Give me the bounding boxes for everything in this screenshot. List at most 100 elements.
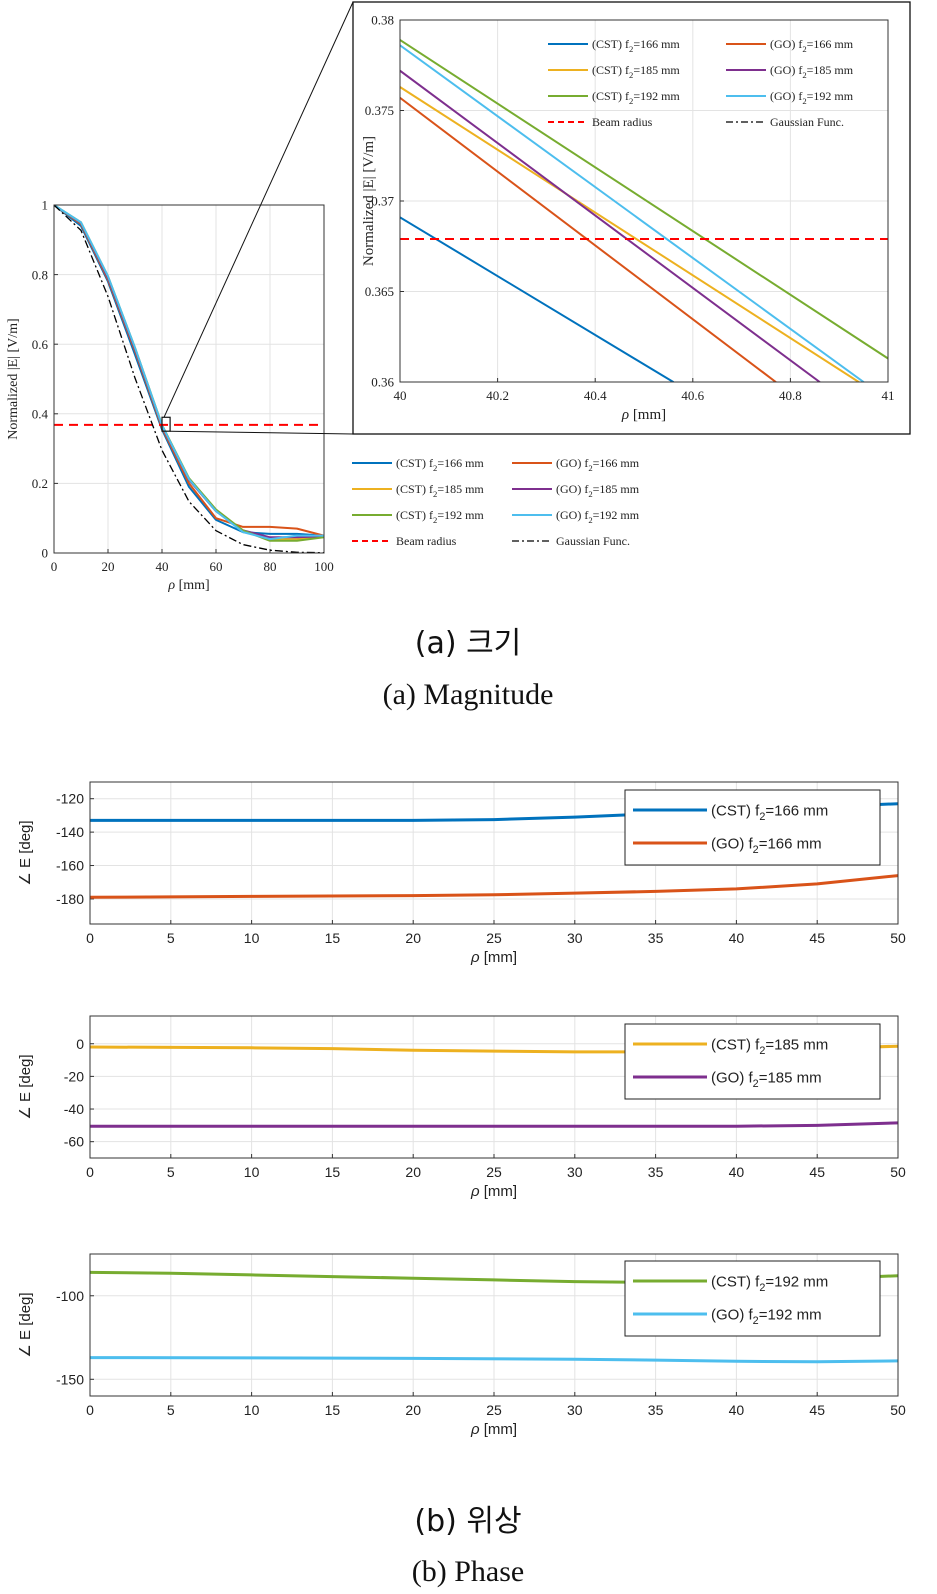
x-tick-label: 100 [314, 559, 334, 574]
legend-label-go185: (GO) f2=185 mm [711, 1069, 822, 1090]
legend-label-cst192: (CST) f2=192 mm [396, 508, 484, 525]
x-tick-label: 35 [648, 930, 664, 946]
x-tick-label: 40.2 [486, 388, 509, 403]
x-tick-label: 30 [567, 930, 583, 946]
x-tick-label: 40 [729, 1164, 745, 1180]
y-tick-label: 0.6 [32, 337, 49, 352]
caption-b-korean: (b) 위상 [414, 1504, 521, 1539]
x-tick-label: 40.4 [584, 388, 607, 403]
y-tick-label: 0.4 [32, 406, 49, 421]
y-tick-label: -40 [64, 1101, 84, 1117]
axes-frame [89, 781, 899, 925]
x-tick-label: 50 [890, 930, 906, 946]
y-tick-label: 0.2 [32, 476, 48, 491]
y-tick-label: 0.38 [371, 13, 394, 28]
legend-label-cst192: (CST) f2=192 mm [711, 1273, 828, 1294]
inset-frame [352, 1, 911, 435]
axes-frame [89, 1253, 899, 1397]
legend-label-go192: (GO) f2=192 mm [770, 89, 854, 106]
x-tick-label: 40 [156, 559, 169, 574]
chart-magnitude-zoom: 40 40.2 40.4 40.6 40.8 41 0.36 0.365 0.37 0.375 0.… [361, 13, 895, 423]
series-line-go185 [90, 1121, 898, 1128]
y-tick-label: -120 [56, 791, 84, 807]
x-tick-label: 0 [86, 930, 94, 946]
y-axis-label: ∠ E [deg] [17, 1292, 34, 1357]
y-tick-label: -150 [56, 1371, 84, 1387]
legend-label-beam: Beam radius [592, 115, 653, 129]
y-axis-label: Normalized |E| [V/m] [6, 318, 21, 439]
x-tick-label: 50 [890, 1164, 906, 1180]
x-tick-label: 45 [809, 1402, 825, 1418]
y-axis-label: Normalized |E| [V/m] [361, 136, 377, 266]
x-tick-label: 0 [86, 1402, 94, 1418]
series-line-go192 [400, 44, 865, 382]
x-tick-label: 20 [405, 1164, 421, 1180]
series-line-cst166 [400, 216, 675, 382]
y-tick-label: 0.8 [32, 267, 48, 282]
legend-box [624, 1023, 881, 1100]
y-tick-label: 0.37 [371, 194, 394, 209]
legend-box [624, 1260, 881, 1337]
legend-label-cst166: (CST) f2=166 mm [396, 456, 484, 473]
legend: (CST) f2=166 mm (GO) f2=166 mm [624, 789, 881, 866]
x-axis-label: ρ [mm] [470, 1183, 517, 1200]
x-axis-label: ρ [mm] [167, 578, 209, 593]
y-tick-label: -60 [64, 1134, 84, 1150]
y-tick-label: 0 [76, 1036, 84, 1052]
x-tick-label: 25 [486, 1402, 502, 1418]
axes-frame [399, 19, 889, 383]
y-tick-label: 0 [42, 546, 49, 561]
legend-label-gauss: Gaussian Func. [556, 534, 630, 548]
legend-label-cst185: (CST) f2=185 mm [711, 1036, 828, 1057]
legend-label-go192: (GO) f2=192 mm [556, 508, 640, 525]
y-tick-label: 0.365 [365, 284, 394, 299]
plot-area [54, 205, 324, 553]
legend: (CST) f2=192 mm (GO) f2=192 mm [624, 1260, 881, 1337]
x-tick-label: 10 [244, 1402, 260, 1418]
zoom-connector [170, 430, 354, 435]
x-tick-label: 40 [729, 930, 745, 946]
x-tick-label: 20 [102, 559, 115, 574]
x-tick-label: 40 [394, 388, 407, 403]
x-tick-label: 25 [486, 1164, 502, 1180]
x-tick-label: 0 [86, 1164, 94, 1180]
x-tick-label: 15 [325, 930, 341, 946]
x-tick-label: 30 [567, 1402, 583, 1418]
x-tick-label: 10 [244, 1164, 260, 1180]
y-tick-label: -100 [56, 1288, 84, 1304]
x-tick-label: 5 [167, 1402, 175, 1418]
x-tick-label: 30 [567, 1164, 583, 1180]
chart-magnitude: 0 20 40 60 80 100 0 0.2 0.4 0.6 0.8 1 ρ [mm] Normaliz… [6, 198, 334, 593]
legend: (CST) f2=166 mm (GO) f2=166 mm (CST) f2=18… [352, 456, 640, 548]
legend-label-cst166: (CST) f2=166 mm [592, 37, 680, 54]
x-axis-label: ρ [mm] [621, 407, 666, 423]
x-tick-label: 45 [809, 930, 825, 946]
axes-frame [89, 1015, 899, 1159]
x-tick-label: 5 [167, 1164, 175, 1180]
y-tick-label: -20 [64, 1068, 84, 1084]
x-tick-label: 15 [325, 1402, 341, 1418]
series-line-cst185 [400, 86, 860, 382]
y-tick-label: -160 [56, 858, 84, 874]
series-line-go166 [90, 874, 898, 899]
y-tick-label: -180 [56, 891, 84, 907]
legend-label-beam: Beam radius [396, 534, 457, 548]
y-axis-label: ∠ E [deg] [17, 820, 34, 885]
legend-label-cst185: (CST) f2=185 mm [396, 482, 484, 499]
legend-label-go166: (GO) f2=166 mm [711, 835, 822, 856]
x-tick-label: 25 [486, 930, 502, 946]
x-axis-label: ρ [mm] [470, 949, 517, 966]
x-tick-label: 80 [264, 559, 277, 574]
legend: (CST) f2=166 mm (GO) f2=166 mm (CST) f2=18… [548, 37, 854, 129]
legend: (CST) f2=185 mm (GO) f2=185 mm [624, 1023, 881, 1100]
x-tick-label: 5 [167, 930, 175, 946]
legend-label-go166: (GO) f2=166 mm [556, 456, 640, 473]
legend-box [624, 789, 881, 866]
series-line-go192 [54, 205, 324, 541]
legend-label-go185: (GO) f2=185 mm [556, 482, 640, 499]
x-tick-label: 40 [729, 1402, 745, 1418]
x-tick-label: 35 [648, 1164, 664, 1180]
caption-a-korean: (a) 크기 [415, 626, 522, 661]
legend-label-cst192: (CST) f2=192 mm [592, 89, 680, 106]
